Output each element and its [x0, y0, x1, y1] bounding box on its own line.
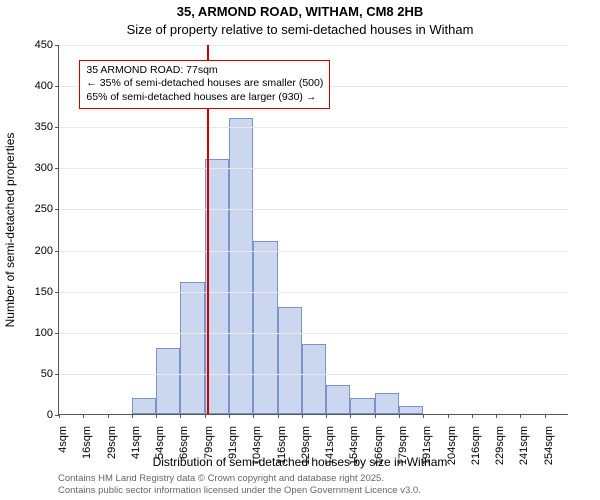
histogram-bar [375, 393, 399, 414]
ytick-mark [55, 168, 59, 169]
ytick-label: 450 [35, 39, 53, 51]
ytick-label: 350 [35, 121, 53, 133]
ytick-label: 400 [35, 80, 53, 92]
xtick-mark [350, 414, 351, 418]
ytick-label: 150 [35, 286, 53, 298]
xtick-mark [520, 414, 521, 418]
histogram-bar [302, 344, 326, 414]
gridline [59, 374, 568, 375]
annotation-line: 65% of semi-detached houses are larger (… [86, 91, 323, 105]
histogram-bar [399, 406, 423, 414]
histogram-bar [253, 241, 277, 414]
xtick-mark [496, 414, 497, 418]
histogram-bar [350, 398, 374, 414]
histogram-bar [229, 118, 253, 414]
footer-line-2: Contains public sector information licen… [58, 485, 421, 497]
ytick-label: 200 [35, 245, 53, 257]
ytick-mark [55, 292, 59, 293]
xtick-mark [83, 414, 84, 418]
ytick-mark [55, 333, 59, 334]
gridline [59, 209, 568, 210]
ytick-mark [55, 374, 59, 375]
gridline [59, 168, 568, 169]
xtick-mark [205, 414, 206, 418]
ytick-label: 100 [35, 327, 53, 339]
ytick-mark [55, 86, 59, 87]
xtick-mark [448, 414, 449, 418]
xtick-mark [326, 414, 327, 418]
footer-line-1: Contains HM Land Registry data © Crown c… [58, 473, 421, 485]
xtick-mark [229, 414, 230, 418]
xtick-mark [108, 414, 109, 418]
ytick-label: 50 [41, 368, 53, 380]
chart-subtitle: Size of property relative to semi-detach… [0, 22, 600, 37]
xtick-label: 4sqm [57, 426, 69, 453]
chart-title: 35, ARMOND ROAD, WITHAM, CM8 2HB [0, 4, 600, 19]
xtick-mark [180, 414, 181, 418]
histogram-bar [156, 348, 180, 414]
histogram-bar [326, 385, 350, 414]
xtick-mark [59, 414, 60, 418]
y-axis-label: Number of semi-detached properties [3, 133, 17, 328]
xtick-mark [132, 414, 133, 418]
plot-area: 05010015020025030035040045035 ARMOND ROA… [58, 45, 568, 415]
gridline [59, 127, 568, 128]
gridline [59, 45, 568, 46]
xtick-mark [472, 414, 473, 418]
xtick-mark [253, 414, 254, 418]
xtick-mark [545, 414, 546, 418]
gridline [59, 292, 568, 293]
xtick-mark [278, 414, 279, 418]
histogram-bar [132, 398, 156, 414]
ytick-mark [55, 251, 59, 252]
xtick-mark [423, 414, 424, 418]
ytick-mark [55, 127, 59, 128]
annotation-line: ← 35% of semi-detached houses are smalle… [86, 77, 323, 91]
gridline [59, 251, 568, 252]
ytick-mark [55, 209, 59, 210]
histogram-bar [180, 282, 204, 414]
chart-container: 35, ARMOND ROAD, WITHAM, CM8 2HB Size of… [0, 0, 600, 500]
xtick-mark [399, 414, 400, 418]
ytick-mark [55, 45, 59, 46]
annotation-line: 35 ARMOND ROAD: 77sqm [86, 64, 323, 78]
xtick-mark [156, 414, 157, 418]
xtick-mark [302, 414, 303, 418]
xtick-mark [375, 414, 376, 418]
ytick-label: 300 [35, 162, 53, 174]
ytick-label: 0 [47, 409, 53, 421]
x-axis-label: Distribution of semi-detached houses by … [0, 455, 600, 469]
annotation-box: 35 ARMOND ROAD: 77sqm← 35% of semi-detac… [79, 60, 330, 109]
gridline [59, 333, 568, 334]
histogram-bar [278, 307, 302, 414]
attribution-footer: Contains HM Land Registry data © Crown c… [58, 473, 421, 497]
ytick-label: 250 [35, 203, 53, 215]
